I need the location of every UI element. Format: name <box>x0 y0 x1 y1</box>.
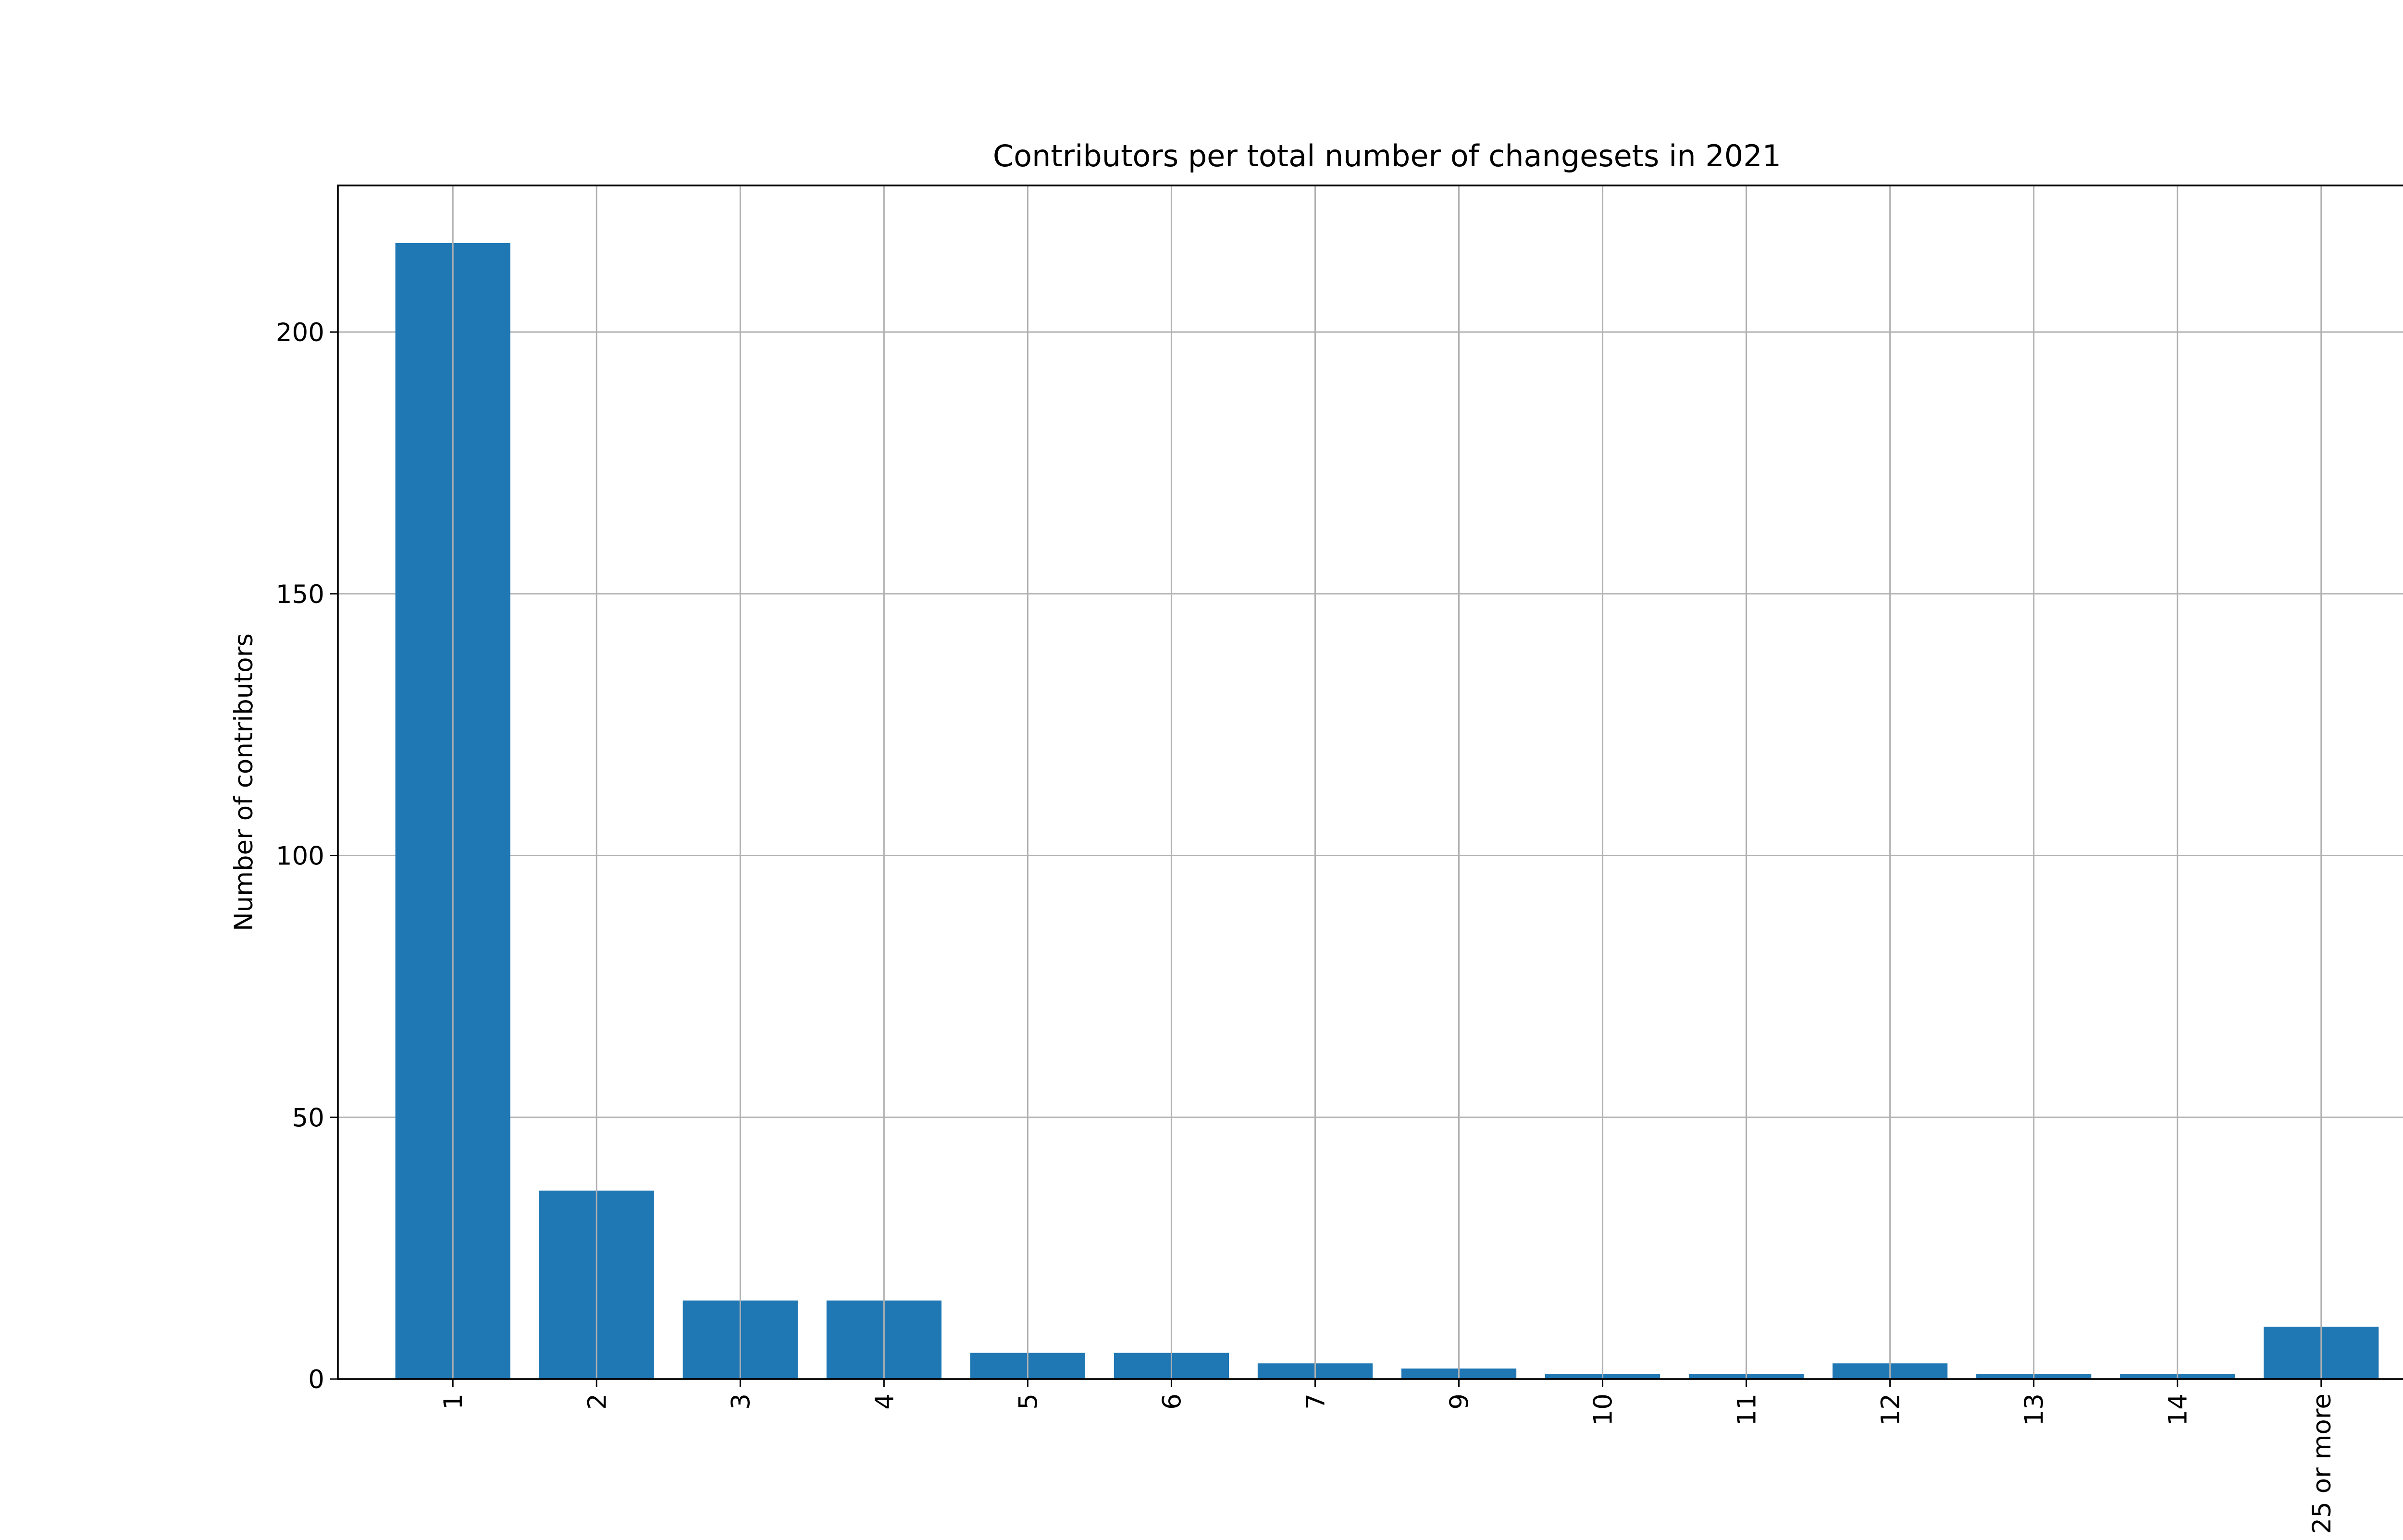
bars <box>395 243 2379 1380</box>
y-tick-label: 0 <box>308 1365 324 1394</box>
x-axis-ticks: 1 2 3 4 5 6 7 9 10 11 12 13 14 25 or more <box>439 1379 2337 1534</box>
x-tick-label: 12 <box>1876 1393 1906 1426</box>
y-tick-label: 50 <box>292 1103 324 1133</box>
x-tick-label: 25 or more <box>2307 1393 2337 1534</box>
y-tick-label: 150 <box>276 580 324 609</box>
x-tick-label: 1 <box>439 1393 468 1410</box>
x-tick-label: 5 <box>1014 1393 1043 1410</box>
x-tick-label: 2 <box>582 1393 612 1410</box>
x-tick-label: 13 <box>2020 1393 2049 1426</box>
x-tick-label: 11 <box>1733 1393 1762 1426</box>
x-tick-label: 6 <box>1157 1393 1187 1410</box>
x-tick-label: 9 <box>1445 1393 1474 1410</box>
x-tick-label: 10 <box>1589 1393 1618 1426</box>
grid-lines-overlay <box>452 185 2322 1379</box>
x-tick-label: 4 <box>870 1393 899 1410</box>
chart-title: Contributors per total number of changes… <box>993 138 1781 173</box>
axes-frame <box>337 185 2403 1380</box>
y-axis-label: Number of contributors <box>229 633 259 931</box>
y-axis-ticks: 0 50 100 150 200 <box>276 318 338 1394</box>
y-tick-label: 100 <box>276 842 324 871</box>
y-tick-label: 200 <box>276 318 324 347</box>
x-tick-label: 3 <box>726 1393 756 1410</box>
x-tick-label: 7 <box>1301 1393 1330 1410</box>
x-tick-label: 14 <box>2164 1393 2193 1426</box>
